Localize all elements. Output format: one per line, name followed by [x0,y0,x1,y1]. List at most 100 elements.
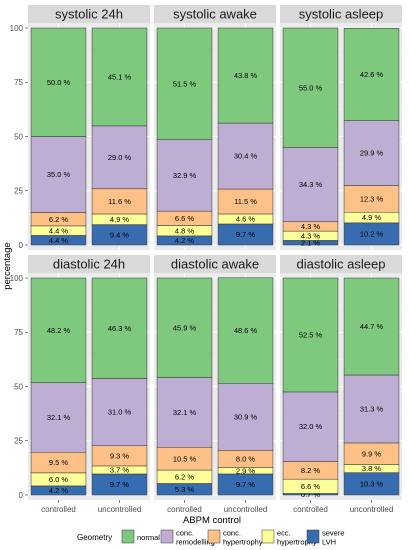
data-label: 46.3 % [108,324,132,333]
data-label: 9.3 % [110,451,130,460]
data-label: 4.2 % [175,236,195,245]
panel-strip [154,255,276,273]
legend-label: remodelling [176,538,215,547]
data-label: 9.7 % [110,480,130,489]
panel-strip [28,255,150,273]
data-label: 11.5 % [234,197,257,206]
bar-segment-conc-remodelling [30,382,87,453]
data-label: 42.6 % [360,70,384,79]
data-label: 9.5 % [49,458,69,467]
data-label: 29.0 % [108,153,132,162]
bar-segment-conc-hypertrophy [91,188,148,215]
data-label: 31.3 % [360,405,384,414]
data-label: 5.3 % [175,485,195,494]
bar-controlled: 0.7 %6.6 % 8.2 % 32.0 % 52.5 % [282,277,339,499]
bar-segment-conc-remodelling [30,136,87,213]
panel-systolic-awake: systolic awake 4.2 %4.8 % 6.6 % 32.9 % 51.5 … [154,5,276,250]
y-tick-label: 50 [14,382,23,391]
data-label: 43.8 % [234,71,258,80]
legend-label: conc. [176,529,194,538]
bar-controlled: 4.4 %4.4 % 6.2 % 35.0 % 50.0 % [30,27,87,246]
data-label: 30.4 % [234,152,258,161]
bar-segment-normal [30,27,87,137]
data-label: 4.4 % [49,236,69,245]
panel-strip [154,5,276,23]
data-label: 52.5 % [299,331,323,340]
data-label: 4.9 % [110,215,130,224]
panel-title: diastolic 24h [53,257,125,272]
data-label: 8.0 % [236,455,256,464]
bar-segment-conc-remodelling [217,122,274,190]
bar-segment-conc-remodelling [91,125,148,190]
panel-title: systolic 24h [55,7,123,22]
data-label: 29.9 % [360,149,384,158]
data-label: 45.1 % [108,73,132,82]
bar-segment-conc-hypertrophy [343,185,400,213]
bar-segment-conc-remodelling [156,139,213,212]
data-label: 3.7 % [110,466,130,475]
bar-controlled: 4.2 %4.8 % 6.6 % 32.9 % 51.5 % [156,27,213,246]
x-tick-label: uncontrolled [224,505,268,514]
bar-segment-normal [30,277,87,383]
x-tick-label: uncontrolled [98,505,142,514]
data-label: 11.6 % [108,197,131,206]
bar-segment-conc-remodelling [282,147,339,223]
data-label: 32.0 % [299,422,323,431]
legend-label: LVH [322,538,336,547]
panel-systolic-24h: systolic 24h 4.4 %4.4 % 6.2 % 35.0 % 50.0 % 9… [28,5,150,250]
data-label: 35.0 % [47,170,71,179]
legend-label: hypertrophy [223,538,263,547]
y-tick-label: 0 [19,491,24,500]
data-label: 4.3 % [301,231,321,240]
x-axis-ticks: controlled uncontrolled controlled uncontro… [41,500,393,514]
legend-label: normal [137,533,160,542]
x-tick-label: controlled [41,505,76,514]
bar-uncontrolled: 9.4 % 4.9 % 11.6 % 29.0 % 45.1 % [91,27,148,246]
chart-panels: systolic 24h 4.4 %4.4 % 6.2 % 35.0 % 50.0 % 9… [28,5,402,500]
legend-swatch [306,529,320,544]
data-label: 10.5 % [173,454,197,463]
x-tick-label: uncontrolled [350,505,394,514]
panel-strip [280,255,402,273]
panel-title: systolic asleep [299,7,384,22]
data-label: 4.3 % [301,222,321,231]
bar-segment-conc-remodelling [217,382,274,451]
data-label: 9.9 % [362,449,382,458]
data-label: 32.1 % [47,413,71,422]
data-label: 50.0 % [47,78,71,87]
data-label: 6.2 % [175,472,195,481]
data-label: 6.6 % [301,482,321,491]
data-label: 32.9 % [173,171,197,180]
bar-segment-normal [217,277,274,384]
data-label: 6.2 % [49,215,69,224]
panel-diastolic-awake: diastolic awake 5.3 % 6.2 % 10.5 % 32.1 % 45.… [154,255,276,500]
data-label: 51.5 % [173,79,197,88]
bar-segment-conc-remodelling [343,120,400,186]
legend-swatch [207,529,221,544]
data-label: 45.9 % [173,323,197,332]
data-label: 4.4 % [49,226,69,235]
y-axis-title: percentage [2,242,13,290]
data-label: 9.4 % [110,230,130,239]
legend-item-ecc-hypertrophy: ecc.hypertrophy [261,529,317,547]
data-label: 48.6 % [234,326,258,335]
data-label: 31.0 % [108,408,132,417]
bar-controlled: 2.1 %4.3 %4.3 %34.3 %55.0 % [282,27,339,247]
bar-segment-normal [282,27,339,148]
bar-uncontrolled: 9.7 % 4.6 % 11.5 % 30.4 % 43.8 % [217,27,274,246]
bar-uncontrolled: 9.7 % 2.9 % 8.0 % 30.9 % 48.6 % [217,277,274,496]
data-label: 2.1 % [301,238,321,247]
legend-title: Geometry [77,533,112,542]
panel-title: diastolic asleep [297,257,386,272]
legend-label: ecc. [277,529,291,538]
data-label: 32.1 % [173,408,197,417]
bar-segment-normal [91,27,148,127]
data-label: 8.2 % [301,466,321,475]
legend-swatch [261,529,275,544]
bar-segment-conc-remodelling [343,374,400,444]
data-label: 4.2 % [49,486,69,495]
data-label: 34.3 % [299,180,323,189]
y-tick-label: 75 [14,328,23,337]
panel-title: systolic awake [173,7,257,22]
